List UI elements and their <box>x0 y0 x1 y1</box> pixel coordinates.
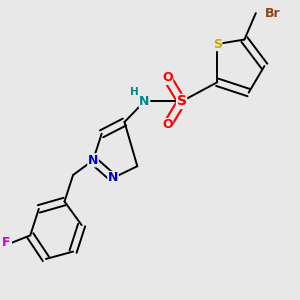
Text: N: N <box>88 154 98 167</box>
Text: F: F <box>2 236 10 249</box>
Text: N: N <box>108 172 118 184</box>
Text: N: N <box>139 95 150 108</box>
Text: O: O <box>162 118 172 131</box>
Text: S: S <box>177 94 187 108</box>
Text: O: O <box>162 71 172 84</box>
Text: S: S <box>213 38 222 50</box>
Text: Br: Br <box>264 7 280 20</box>
Text: H: H <box>130 87 139 97</box>
